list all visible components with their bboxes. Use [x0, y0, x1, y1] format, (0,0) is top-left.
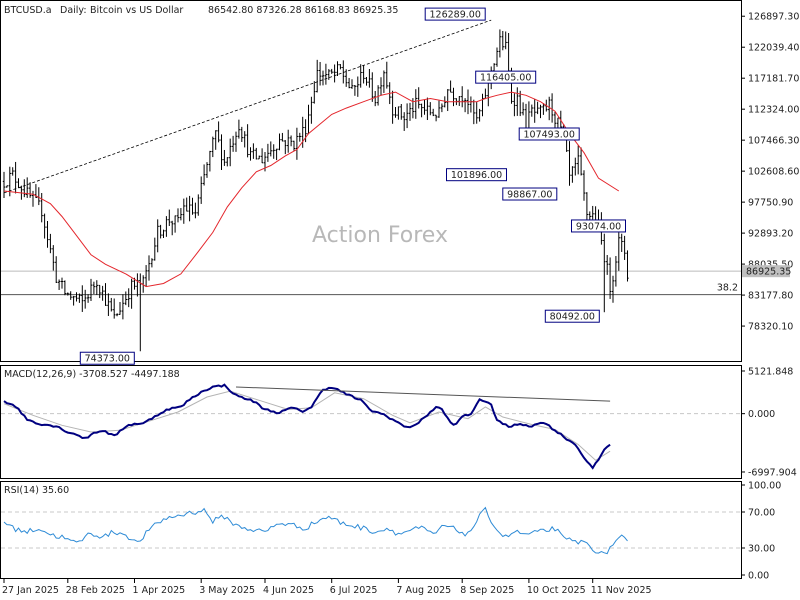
rsi-title: RSI(14) 35.60 — [4, 485, 69, 496]
header-timeframe: Daily: — [60, 5, 87, 16]
price-annotation: 116405.00 — [475, 70, 537, 84]
price-annotation: 74373.00 — [79, 351, 135, 365]
price-annotation: 80492.00 — [544, 309, 600, 323]
x-tick-label: 27 Jan 2025 — [2, 585, 59, 596]
header-description: Bitcoin vs US Dollar — [90, 5, 183, 16]
x-tick-label: 7 Aug 2025 — [396, 585, 451, 596]
rsi-y-tick-label: 70.00 — [748, 508, 775, 519]
macd-y-tick-label: 0.000 — [748, 409, 775, 420]
svg-text:98867.00: 98867.00 — [507, 190, 552, 201]
fib-level-label: 38.2 — [717, 283, 738, 294]
price-trendline — [3, 19, 492, 194]
moving-average-line — [3, 91, 620, 288]
header-ohlc: 86542.80 87326.28 86168.83 86925.35 — [208, 5, 398, 16]
watermark: Action Forex — [312, 223, 448, 248]
x-tick-label: 3 May 2025 — [199, 585, 255, 596]
x-tick-label: 8 Sep 2025 — [460, 585, 514, 596]
svg-text:101896.00: 101896.00 — [451, 170, 502, 181]
svg-text:74373.00: 74373.00 — [85, 354, 130, 365]
macd-y-tick-label: 5121.848 — [748, 366, 793, 377]
rsi-line — [3, 506, 628, 555]
price-panel — [0, 0, 742, 362]
price-y-tick-label: 112324.00 — [748, 105, 799, 116]
x-tick-label: 1 Apr 2025 — [133, 585, 186, 596]
svg-text:80492.00: 80492.00 — [550, 312, 595, 323]
macd-trendline — [235, 386, 611, 402]
svg-text:126289.00: 126289.00 — [430, 10, 481, 21]
rsi-y-tick-label: 0.00 — [748, 571, 769, 582]
macd-panel — [0, 365, 742, 479]
price-y-tick-label: 126897.30 — [748, 12, 799, 23]
chart-header: BTCUSD.a Daily: Bitcoin vs US Dollar 865… — [4, 5, 398, 16]
axes: 126897.30 122039.40 117181.70 112324.00 1074… — [2, 12, 799, 596]
price-annotation: 93074.00 — [571, 219, 626, 233]
rsi-y-tick-label: 30.00 — [748, 544, 775, 555]
price-annotation: 98867.00 — [502, 187, 558, 201]
price-y-tick-label: 78320.10 — [748, 322, 793, 333]
x-tick-label: 4 Jun 2025 — [263, 585, 314, 596]
price-annotation: 101896.00 — [446, 168, 507, 182]
current-price-tag — [742, 265, 790, 278]
svg-text:107493.00: 107493.00 — [524, 129, 575, 140]
current-price-label: 86925.35 — [746, 267, 791, 278]
price-annotation: 107493.00 — [518, 127, 580, 140]
macd-y-tick-label: -6997.904 — [748, 467, 797, 478]
price-y-tick-label: 83177.80 — [748, 291, 793, 302]
rsi-panel — [0, 481, 742, 579]
price-y-tick-label: 97750.90 — [748, 198, 793, 209]
price-y-tick-label: 92893.20 — [748, 229, 793, 240]
rsi-y-tick-label: 100.00 — [748, 481, 781, 492]
macd-line — [3, 383, 611, 470]
header-symbol: BTCUSD.a — [4, 5, 52, 16]
price-y-tick-label: 102608.60 — [748, 167, 799, 178]
price-y-tick-label: 107466.30 — [748, 136, 799, 147]
price-y-tick-label: 122039.40 — [748, 43, 799, 54]
price-y-tick-label: 117181.70 — [748, 74, 799, 85]
price-y-tick-label: 88035.50 — [748, 260, 793, 271]
rsi-plot: RSI(14) 35.60 — [1, 485, 741, 555]
svg-text:116405.00: 116405.00 — [480, 73, 531, 84]
x-tick-label: 10 Oct 2025 — [527, 585, 586, 596]
price-plot: 38.2 126289.00 116405.00 107493.00 101896.00… — [1, 7, 741, 365]
macd-title: MACD(12,26,9) -3708.527 -4497.188 — [4, 369, 180, 380]
svg-text:93074.00: 93074.00 — [576, 221, 621, 232]
x-tick-label: 28 Feb 2025 — [66, 585, 125, 596]
x-tick-label: 11 Nov 2025 — [591, 585, 652, 596]
price-annotation: 126289.00 — [424, 7, 486, 21]
macd-plot: MACD(12,26,9) -3708.527 -4497.188 — [1, 369, 741, 470]
x-tick-label: 6 Jul 2025 — [330, 585, 378, 596]
